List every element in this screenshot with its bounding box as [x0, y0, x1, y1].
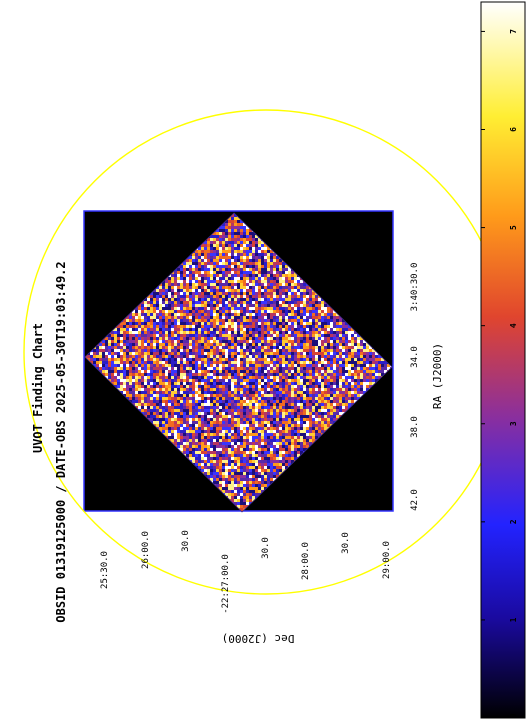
ra-tick-label: 34.0	[410, 346, 420, 368]
colorbar-tick-label: 3	[509, 421, 518, 426]
dec-tick-label: 28:00.0	[301, 542, 311, 580]
ra-tick-labels: 42.0 38.0 34.0 3:40:30.0	[410, 263, 420, 511]
dec-tick-label: -22:27:00.0	[221, 554, 231, 614]
colorbar-ticks: 0 1 2 3 4 5 6 7	[481, 29, 518, 719]
dec-tick-label: 30.0	[341, 532, 351, 554]
colorbar-tick-label: 2	[509, 519, 518, 524]
dec-tick-label: 26:00.0	[141, 531, 151, 569]
ra-tick-label: 38.0	[410, 416, 420, 438]
dec-tick-labels: 25:30.0 26:00.0 30.0 -22:27:00.0 30.0 28:00.0…	[100, 530, 392, 614]
exposure-edge	[84, 212, 393, 513]
dec-tick-label: 29:00.0	[382, 541, 392, 579]
chart-title: UVOT Finding Chart	[31, 323, 45, 453]
dec-tick-label: 25:30.0	[100, 551, 110, 589]
colorbar-tick-label: 0	[509, 713, 518, 718]
ra-tick-label: 3:40:30.0	[410, 263, 420, 312]
colorbar-tick-label: 1	[509, 617, 518, 622]
dec-tick-label: 30.0	[261, 537, 271, 559]
ra-tick-label: 42.0	[410, 489, 420, 511]
colorbar-tick-label: 4	[509, 323, 518, 328]
dec-tick-label: 30.0	[181, 530, 191, 552]
x-axis-label: RA (J2000)	[431, 343, 444, 409]
colorbar-tick-label: 7	[509, 29, 518, 34]
colorbar-tick-label: 6	[509, 127, 518, 132]
colorbar-tick-label: 5	[509, 225, 518, 230]
chart-subtitle: OBSID 01319125000 / DATE-OBS 2025-05-30T…	[54, 261, 68, 622]
colorbar	[480, 1, 526, 719]
y-axis-label: Dec (J2000)	[222, 632, 295, 645]
